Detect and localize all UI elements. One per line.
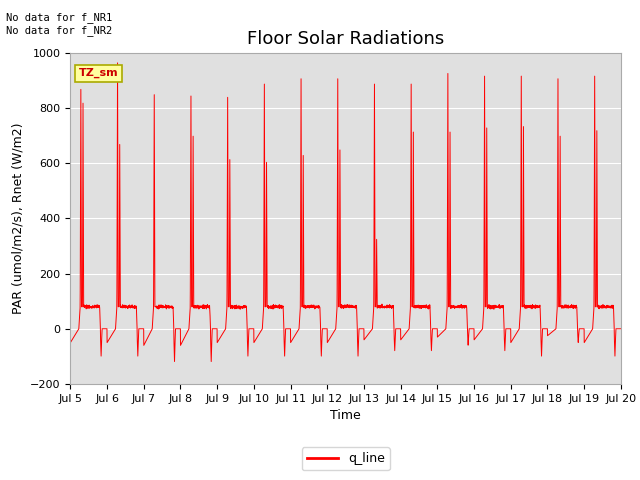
Text: No data for f_NR1: No data for f_NR1 [6, 12, 113, 23]
Text: TZ_sm: TZ_sm [79, 68, 118, 78]
Text: No data for f_NR2: No data for f_NR2 [6, 25, 113, 36]
Y-axis label: PAR (umol/m2/s), Rnet (W/m2): PAR (umol/m2/s), Rnet (W/m2) [12, 123, 24, 314]
X-axis label: Time: Time [330, 409, 361, 422]
Legend: q_line: q_line [301, 447, 390, 470]
Title: Floor Solar Radiations: Floor Solar Radiations [247, 30, 444, 48]
